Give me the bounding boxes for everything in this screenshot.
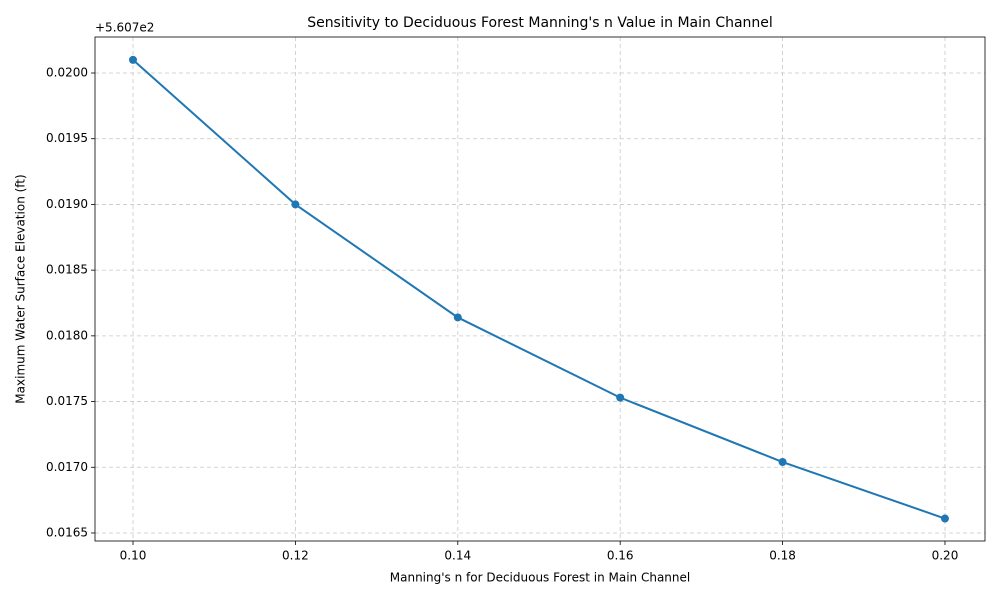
y-tick-label: 0.0180 (46, 328, 88, 342)
x-axis-label: Manning's n for Deciduous Forest in Main… (390, 571, 691, 585)
marker (291, 200, 300, 209)
line (132, 59, 946, 520)
marker (778, 458, 787, 467)
y-axis-label: Maximum Water Surface Elevation (ft) (14, 174, 28, 403)
plot-frame (94, 36, 986, 542)
x-tick-label: 0.12 (282, 549, 309, 563)
y-tick-label: 0.0190 (46, 197, 88, 211)
y-tick-label: 0.0170 (46, 460, 88, 474)
y-tick-label: 0.0200 (46, 66, 88, 80)
x-tick-label: 0.16 (607, 549, 634, 563)
x-tick-label: 0.20 (932, 549, 959, 563)
y-tick-label: 0.0165 (46, 525, 88, 539)
y-tick-label: 0.0185 (46, 263, 88, 277)
x-tick-label: 0.18 (769, 549, 796, 563)
marker (453, 313, 462, 322)
y-offset-label: +5.607e2 (95, 21, 154, 35)
y-tick-label: 0.0195 (46, 131, 88, 145)
x-tick-label: 0.14 (444, 549, 471, 563)
x-tick-label: 0.10 (120, 549, 147, 563)
marker (129, 55, 138, 64)
y-tick-label: 0.0175 (46, 394, 88, 408)
marker (940, 514, 949, 523)
chart-title: Sensitivity to Deciduous Forest Manning'… (307, 15, 773, 31)
marker (616, 393, 625, 402)
